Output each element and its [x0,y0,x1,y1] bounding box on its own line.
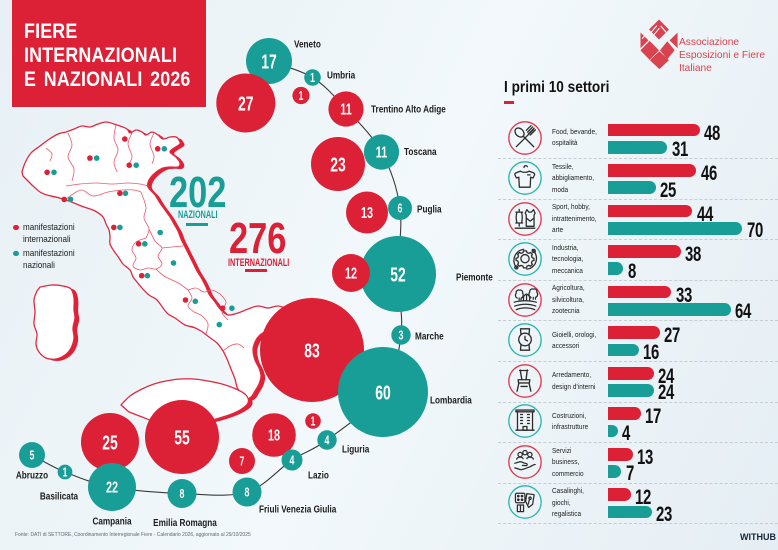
svg-text:11: 11 [340,101,352,119]
svg-text:Puglia: Puglia [417,204,442,215]
svg-text:Piemonte: Piemonte [456,272,493,283]
svg-text:Umbria: Umbria [327,70,356,81]
svg-text:Lazio: Lazio [308,470,329,481]
svg-text:83: 83 [304,339,320,362]
svg-text:7: 7 [240,455,245,469]
svg-text:8: 8 [245,486,250,500]
svg-text:1: 1 [299,90,304,104]
svg-text:4: 4 [325,434,331,448]
svg-text:Veneto: Veneto [294,39,321,50]
svg-text:55: 55 [174,426,190,449]
svg-text:22: 22 [106,479,118,497]
svg-text:60: 60 [375,381,391,404]
svg-text:52: 52 [390,263,406,286]
svg-text:1: 1 [311,415,316,429]
svg-text:Emilia Romagna: Emilia Romagna [153,517,217,528]
svg-text:Basilicata: Basilicata [40,491,79,502]
svg-text:Lombardia: Lombardia [430,395,473,406]
svg-text:1: 1 [63,466,68,480]
svg-text:4: 4 [290,454,296,468]
svg-text:11: 11 [376,144,388,162]
svg-text:1: 1 [310,72,315,86]
svg-text:Toscana: Toscana [404,146,437,157]
svg-text:18: 18 [268,427,280,445]
svg-text:Abruzzo: Abruzzo [16,470,49,481]
svg-text:Campania: Campania [92,516,132,527]
svg-text:Liguria: Liguria [342,444,370,455]
svg-text:12: 12 [345,265,357,283]
svg-text:17: 17 [261,50,276,73]
svg-text:3: 3 [399,329,404,343]
svg-text:Trentino Alto Adige: Trentino Alto Adige [371,104,446,115]
svg-text:Marche: Marche [415,331,444,342]
svg-text:25: 25 [102,431,118,454]
svg-text:27: 27 [238,92,253,115]
svg-text:Friuli Venezia Giulia: Friuli Venezia Giulia [259,504,337,515]
svg-text:8: 8 [180,488,185,502]
svg-text:13: 13 [361,204,373,222]
svg-text:6: 6 [398,202,403,216]
svg-text:5: 5 [30,449,35,463]
svg-text:23: 23 [330,153,346,176]
